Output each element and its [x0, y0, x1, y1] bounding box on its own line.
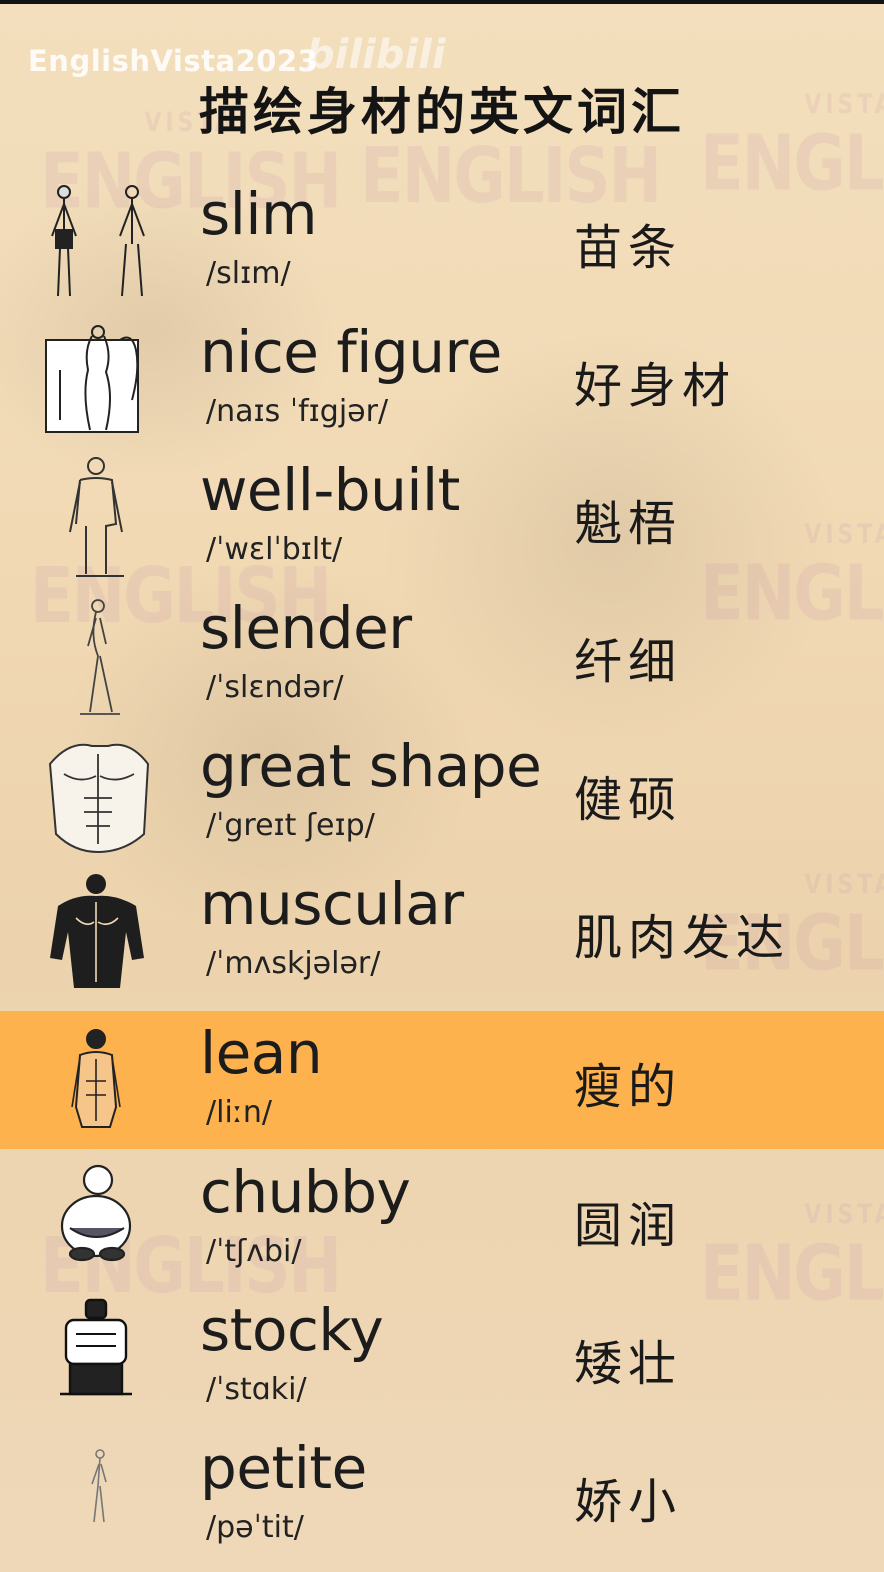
chinese-meaning: 魁梧 [574, 496, 683, 552]
well-built-figure-icon [40, 448, 160, 586]
word-text: lean [200, 1019, 323, 1087]
lean-figure-icon [40, 1011, 160, 1149]
chinese-meaning: 好身材 [574, 358, 737, 414]
chinese-meaning: 健硕 [574, 772, 683, 828]
slender-figure-icon [40, 586, 160, 724]
list-item: great shape /ˈgreɪt ʃeɪp/ 健硕 [0, 724, 884, 862]
slim-figure-icon [40, 172, 160, 310]
list-item: chubby /ˈtʃʌbi/ 圆润 [0, 1150, 884, 1288]
chinese-meaning: 娇小 [574, 1474, 683, 1530]
list-item: muscular /ˈmʌskjələr/ 肌肉发达 [0, 862, 884, 1000]
pronunciation-text: /ˈwɛlˈbɪlt/ [206, 532, 343, 567]
great-shape-torso-icon [40, 724, 160, 862]
pronunciation-text: /slɪm/ [206, 256, 291, 291]
pronunciation-text: /liːn/ [206, 1095, 273, 1130]
word-text: chubby [200, 1158, 411, 1226]
muscular-back-icon [40, 862, 160, 1000]
word-text: well-built [200, 456, 460, 524]
background-watermark: ENGLISH [30, 552, 332, 642]
list-item-highlighted: lean /liːn/ 瘦的 [0, 1011, 884, 1149]
list-item: nice figure /naɪs ˈfɪgjər/ 好身材 [0, 310, 884, 448]
word-text: slender [200, 594, 412, 662]
chinese-meaning: 肌肉发达 [574, 910, 791, 966]
list-item: stocky /ˈstɑki/ 矮壮 [0, 1288, 884, 1426]
word-text: stocky [200, 1296, 384, 1364]
list-item: slim /slɪm/ 苗条 [0, 172, 884, 310]
top-border [0, 0, 884, 4]
stocky-figure-icon [40, 1288, 160, 1426]
uploader-watermark: EnglishVista2023 [28, 44, 319, 78]
nice-figure-icon [40, 310, 160, 448]
chinese-meaning: 纤细 [574, 634, 683, 690]
pronunciation-text: /ˈgreɪt ʃeɪp/ [206, 808, 375, 843]
pronunciation-text: /naɪs ˈfɪgjər/ [206, 394, 389, 429]
petite-figure-icon [40, 1426, 160, 1564]
list-item: well-built /ˈwɛlˈbɪlt/ 魁梧 [0, 448, 884, 586]
chinese-meaning: 矮壮 [574, 1336, 683, 1392]
pronunciation-text: /ˈslɛndər/ [206, 670, 344, 705]
list-item: slender /ˈslɛndər/ 纤细 [0, 586, 884, 724]
site-watermark: bilibili [306, 32, 446, 78]
chubby-figure-icon [40, 1150, 160, 1288]
word-text: nice figure [200, 318, 502, 386]
word-text: petite [200, 1434, 367, 1502]
page-title: 描绘身材的英文词汇 [199, 83, 685, 141]
chinese-meaning: 瘦的 [574, 1059, 683, 1115]
chinese-meaning: 圆润 [574, 1198, 683, 1254]
background-watermark: ENGLISH [360, 132, 662, 222]
word-text: muscular [200, 870, 464, 938]
pronunciation-text: /ˈmʌskjələr/ [206, 946, 381, 981]
pronunciation-text: /ˈtʃʌbi/ [206, 1234, 302, 1269]
word-text: slim [200, 180, 317, 248]
palm-shadow [380, 330, 840, 750]
list-item: petite /pəˈtit/ 娇小 [0, 1426, 884, 1564]
pronunciation-text: /pəˈtit/ [206, 1510, 304, 1545]
pronunciation-text: /ˈstɑki/ [206, 1372, 307, 1407]
chinese-meaning: 苗条 [574, 220, 683, 276]
word-text: great shape [200, 732, 542, 800]
